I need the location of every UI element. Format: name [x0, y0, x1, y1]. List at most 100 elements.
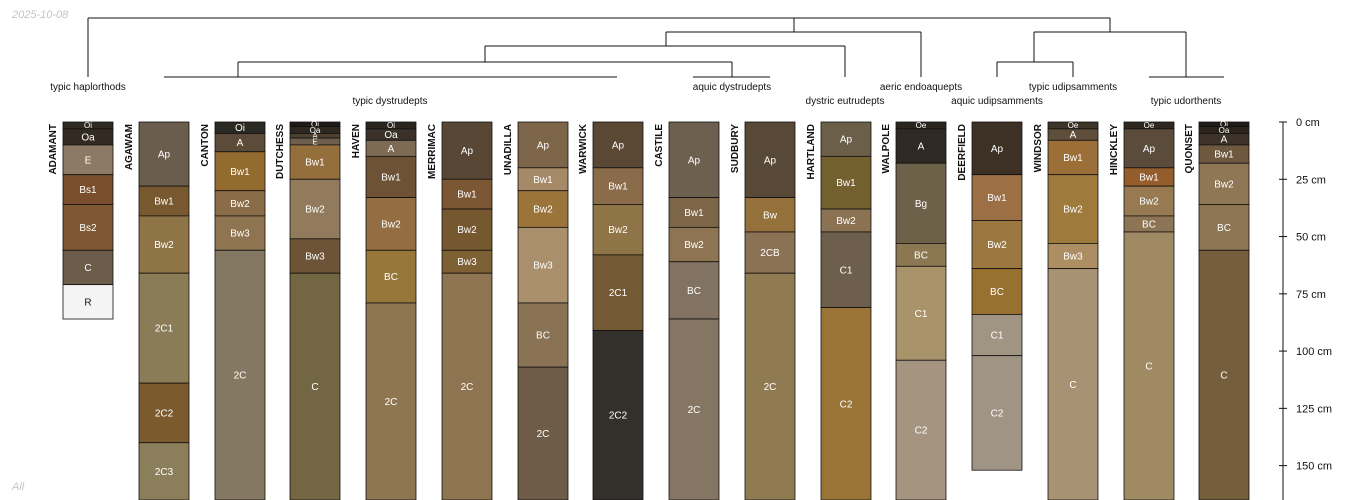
horizon-label: Bw2 — [608, 225, 628, 236]
horizon-castile-bc — [668, 261, 720, 320]
horizon-label: Bw2 — [1063, 205, 1083, 216]
axis-tick-label: 150 cm — [1296, 461, 1332, 473]
horizon-windsor-bw1 — [1047, 139, 1099, 176]
horizon-label: Oi — [387, 121, 395, 130]
horizon-label: A — [1070, 130, 1077, 141]
horizon-label: Bw3 — [305, 252, 325, 263]
profile-name: DUTCHESS — [275, 124, 286, 179]
horizon-label: Bw2 — [305, 205, 325, 216]
horizon-label: Ap — [991, 144, 1004, 155]
horizon-walpole-a — [895, 128, 947, 164]
horizon-label: Oa — [310, 126, 321, 135]
horizon-label: E — [312, 137, 317, 146]
horizon-label: 2C — [234, 371, 247, 382]
horizon-unadilla-bc — [517, 302, 569, 368]
horizon-label: Bw3 — [230, 229, 250, 240]
horizon-label: 2C — [764, 382, 777, 393]
taxon-aquic-dystrudepts: aquic dystrudepts — [693, 82, 771, 93]
horizon-label: C — [1220, 371, 1227, 382]
horizon-adamant-e — [62, 144, 114, 176]
horizon-label: Oi — [235, 123, 245, 134]
profile-name: CASTILE — [654, 124, 665, 167]
horizon-label: A — [312, 132, 318, 141]
horizon-label: C1 — [915, 309, 928, 320]
profile-name: ADAMANT — [48, 124, 59, 175]
horizon-agawam-2c3 — [138, 442, 190, 500]
horizon-label: Ap — [158, 150, 171, 161]
horizon-label: Bw2 — [230, 199, 250, 210]
horizon-label: Oi — [1220, 120, 1228, 129]
horizon-merrimac-2c — [441, 272, 493, 500]
taxon-aquic-udipsamments: aquic udipsamments — [951, 96, 1043, 107]
profile-sudbury: Ap Bw 2CB 2C SUDBURY — [730, 121, 796, 500]
horizon-label: A — [388, 144, 395, 155]
taxon-typic-dystrudepts: typic dystrudepts — [352, 96, 427, 107]
horizon-deerfield-bw2 — [971, 220, 1023, 270]
horizon-warwick-2c2 — [592, 330, 644, 500]
depth-axis: 0 cm 25 cm 50 cm 75 cm 100 cm 125 cm 150 cm — [1279, 117, 1332, 500]
profile-name: WALPOLE — [881, 124, 892, 174]
horizon-label: Oe — [1068, 121, 1079, 130]
profile-windsor: OeA Bw1 Bw2 Bw3 C WINDSOR — [1033, 121, 1099, 500]
horizon-label: Bw2 — [533, 205, 553, 216]
horizon-castile-ap — [668, 121, 720, 198]
panel-label: All — [12, 481, 25, 493]
horizon-windsor-bw2 — [1047, 174, 1099, 244]
horizon-label: R — [84, 297, 91, 308]
horizon-adamant-c — [62, 249, 114, 286]
horizon-label: Ap — [840, 135, 853, 146]
horizon-label: Oi — [311, 120, 319, 129]
horizon-warwick-ap — [592, 121, 644, 169]
horizon-merrimac-ap — [441, 121, 493, 180]
horizon-sudbury-bw — [744, 197, 796, 233]
profile-name: HINCKLEY — [1109, 124, 1120, 175]
horizon-label: Bw2 — [457, 225, 477, 236]
horizon-label: BC — [687, 286, 701, 297]
profile-canton: Oi A Bw1 Bw2 Bw3 2C CANTON — [200, 121, 266, 500]
taxa-labels: typic haplorthods typic dystrudepts aquic … — [50, 82, 1221, 107]
horizon-label: Bw1 — [305, 158, 325, 169]
horizon-label: Bw1 — [836, 178, 856, 189]
horizon-haven-bw1 — [365, 155, 417, 198]
profile-name: MERRIMAC — [427, 124, 438, 179]
horizon-hartland-c1 — [820, 231, 872, 308]
horizon-unadilla-2c — [517, 366, 569, 500]
horizon-adamant-bs2 — [62, 204, 114, 251]
horizon-walpole-c2 — [895, 359, 947, 500]
horizon-deerfield-c1 — [971, 314, 1023, 357]
horizon-label: Bw2 — [381, 219, 401, 230]
horizon-deerfield-ap — [971, 121, 1023, 176]
axis-tick-label: 0 cm — [1296, 117, 1320, 129]
horizon-label: C2 — [840, 399, 853, 410]
horizon-label: C1 — [991, 331, 1004, 342]
horizon-label: 2C3 — [155, 467, 174, 478]
profile-hartland: Ap Bw1 Bw2 C1 C2 HARTLAND — [806, 121, 872, 500]
horizon-label: Oa — [1219, 126, 1230, 135]
horizon-label: BC — [384, 272, 398, 283]
horizon-haven-bc — [365, 249, 417, 304]
horizon-label: Bw3 — [533, 261, 553, 272]
horizon-hartland-c2 — [820, 307, 872, 500]
horizon-haven-2c — [365, 302, 417, 500]
horizon-label: Ap — [612, 140, 625, 151]
horizon-label: 2C1 — [155, 324, 174, 335]
horizon-canton-2c — [214, 249, 266, 500]
horizon-label: Bw3 — [1063, 252, 1083, 263]
horizon-label: 2C — [537, 429, 550, 440]
horizon-quonset-c — [1198, 249, 1250, 500]
horizon-label: Bw3 — [457, 257, 477, 268]
taxon-aeric-endoaquepts: aeric endoaquepts — [880, 82, 962, 93]
profile-adamant: Oi Oa E Bs1 Bs2 C R ADAMANT — [48, 121, 114, 320]
profile-name: UNADILLA — [503, 124, 514, 175]
profile-agawam: Ap Bw1 Bw2 2C1 2C2 2C3 AGAWAM — [124, 121, 190, 500]
horizon-label: C — [1069, 380, 1076, 391]
horizon-label: BC — [990, 287, 1004, 298]
horizon-label: Bw2 — [684, 240, 704, 251]
horizon-sudbury-ap — [744, 121, 796, 198]
horizon-label: 2C2 — [609, 411, 628, 422]
